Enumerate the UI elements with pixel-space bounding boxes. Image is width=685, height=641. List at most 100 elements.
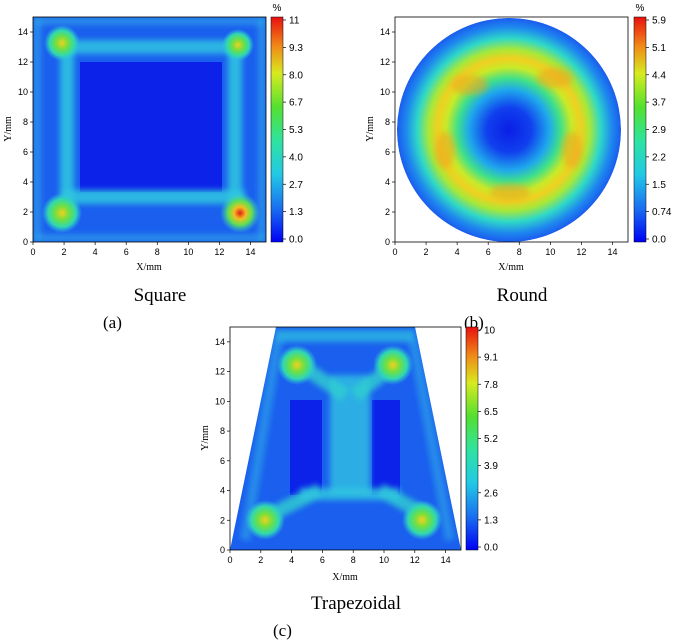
panel-b-xtick-label: 0 bbox=[392, 247, 397, 257]
panel-a-xtick-label: 0 bbox=[30, 247, 35, 257]
panel-b-colorbar bbox=[633, 16, 647, 243]
panel-a-colorbar-tick-label: 9.3 bbox=[289, 43, 303, 54]
panel-b-ytick-label: 2 bbox=[385, 207, 390, 217]
panel-b-ytick-label: 8 bbox=[385, 117, 390, 127]
panel-b-colorbar-tick-label: 3.7 bbox=[652, 98, 666, 109]
panel-a-colorbar-tick-label: 11 bbox=[289, 16, 300, 27]
panel-a-colorbar bbox=[270, 16, 284, 243]
panel-b-colorbar-tick-label: 4.4 bbox=[652, 70, 666, 81]
hotspot-top-right bbox=[222, 29, 254, 61]
hotspot-c-top-left bbox=[277, 345, 317, 385]
panel-c-caption: Trapezoidal bbox=[311, 593, 401, 614]
panel-c-xtick-label: 2 bbox=[258, 555, 263, 565]
panel-a-ytick-label: 14 bbox=[18, 27, 28, 37]
panel-c-ytick-label: 14 bbox=[215, 337, 225, 347]
panel-a-ytick-label: 10 bbox=[18, 87, 28, 97]
panel-b-colorbar-tick-label: 2.9 bbox=[652, 125, 666, 136]
panel-a-colorbar-tick-label: 6.7 bbox=[289, 98, 303, 109]
panel-c-xtick-label: 8 bbox=[351, 555, 356, 565]
panel-a-xtick-label: 6 bbox=[124, 247, 129, 257]
panel-c-colorbar-tick-label: 5.2 bbox=[484, 434, 498, 445]
panel-b-ytick-label: 4 bbox=[385, 177, 390, 187]
panel-c-colorbar-tick-label: 1.3 bbox=[484, 515, 498, 526]
panel-b-xtick-label: 8 bbox=[517, 247, 522, 257]
hotspot-c-bottom-left bbox=[245, 500, 285, 540]
panel-c-heatmap bbox=[230, 327, 461, 550]
panel-a-xtick-label: 4 bbox=[93, 247, 98, 257]
panel-a-xtick-label: 14 bbox=[245, 247, 255, 257]
panel-b-xtick-label: 2 bbox=[424, 247, 429, 257]
panel-a-colorbar-unit: % bbox=[273, 3, 282, 14]
panel-a-xtick-label: 10 bbox=[183, 247, 193, 257]
panel-a-caption: Square bbox=[134, 285, 187, 306]
panel-b-caption: Round bbox=[497, 285, 548, 306]
panel-c-xtick-label: 0 bbox=[227, 555, 232, 565]
panel-c-colorbar-tick-label: 2.6 bbox=[484, 488, 498, 499]
panel-b-xtick-label: 10 bbox=[545, 247, 555, 257]
panel-c-ytick-label: 2 bbox=[220, 515, 225, 525]
panel-b-heatmap bbox=[397, 18, 621, 242]
panel-b-xtick-label: 12 bbox=[576, 247, 586, 257]
panel-a-colorbar-tick-label: 1.3 bbox=[289, 207, 303, 218]
panel-b-xtick-label: 14 bbox=[607, 247, 617, 257]
panel-c-colorbar-tick-label: 3.9 bbox=[484, 461, 498, 472]
panel-a-ytick-label: 2 bbox=[23, 207, 28, 217]
panel-a-ytick-label: 4 bbox=[23, 177, 28, 187]
panel-c-ytick-label: 12 bbox=[215, 367, 225, 377]
hotspot-c-top-right bbox=[373, 345, 413, 385]
panel-b-xtick-label: 6 bbox=[486, 247, 491, 257]
hotspot-c-bottom-right bbox=[402, 500, 442, 540]
panel-a-colorbar-tick-label: 4.0 bbox=[289, 152, 303, 163]
panel-c-ytick-label: 4 bbox=[220, 486, 225, 496]
panel-b-colorbar-ticks: 5.9 5.1 4.4 3.7 2.9 2.2 1.5 0.74 0.0 bbox=[646, 16, 672, 246]
panel-b-ytick-label: 14 bbox=[380, 27, 390, 37]
panel-a-colorbar-tick-label: 5.3 bbox=[289, 125, 303, 136]
panel-b-colorbar-tick-label: 1.5 bbox=[652, 180, 666, 191]
panel-c-colorbar-tick-label: 7.8 bbox=[484, 380, 498, 391]
panel-c-colorbar-tick-label: 0.0 bbox=[484, 543, 498, 554]
panel-b-colorbar-tick-label: 5.9 bbox=[652, 16, 666, 27]
panel-c-ytick-label: 8 bbox=[220, 426, 225, 436]
panel-b-ytick-label: 0 bbox=[385, 237, 390, 247]
panel-a-colorbar-tick-label: 8.0 bbox=[289, 70, 303, 81]
hotspot-bottom-right bbox=[220, 193, 260, 233]
panel-a-axes: 0 2 4 6 8 10 12 14 0 2 4 6 8 10 12 14 bbox=[18, 27, 255, 257]
panel-c-ytick-label: 0 bbox=[220, 545, 225, 555]
panel-c-ytick-label: 10 bbox=[215, 396, 225, 406]
panel-c-colorbar bbox=[465, 326, 479, 551]
panel-c-ytick-label: 6 bbox=[220, 456, 225, 466]
panel-b-axes: 0 2 4 6 8 10 12 14 0 2 4 6 8 10 12 14 bbox=[380, 27, 617, 257]
panel-c-colorbar-tick-label: 9.1 bbox=[484, 353, 498, 364]
panel-b-colorbar-tick-label: 0.0 bbox=[652, 235, 666, 246]
panel-c: 0 2 4 6 8 10 12 14 0 2 4 6 8 10 12 14 X/mm Y/mm 10 9.1 7.… bbox=[200, 326, 498, 641]
panel-b-xlabel: X/mm bbox=[498, 262, 524, 273]
panel-b-colorbar-tick-label: 2.2 bbox=[652, 152, 666, 163]
panel-a-ytick-label: 8 bbox=[23, 117, 28, 127]
panel-c-ylabel: Y/mm bbox=[200, 425, 211, 451]
panel-a-xlabel: X/mm bbox=[136, 262, 162, 273]
panel-b-ytick-label: 10 bbox=[380, 87, 390, 97]
panel-c-xtick-label: 12 bbox=[410, 555, 420, 565]
hotspot-top-left bbox=[44, 25, 80, 61]
panel-a-xtick-label: 12 bbox=[214, 247, 224, 257]
panel-a-ytick-label: 12 bbox=[18, 57, 28, 67]
panel-b-colorbar-tick-label: 0.74 bbox=[652, 207, 672, 218]
panel-a-colorbar-ticks: 11 9.3 8.0 6.7 5.3 4.0 2.7 1.3 0.0 bbox=[283, 16, 303, 246]
panel-a-xtick-label: 8 bbox=[155, 247, 160, 257]
panel-b-ytick-label: 12 bbox=[380, 57, 390, 67]
panel-a-heatmap bbox=[33, 17, 266, 242]
panel-c-colorbar-tick-label: 10 bbox=[484, 326, 496, 337]
panel-b-xtick-label: 4 bbox=[455, 247, 460, 257]
panel-a: 0 2 4 6 8 10 12 14 0 2 4 6 8 10 12 14 X/mm Y/mm % 11 9.3… bbox=[3, 3, 303, 332]
panel-a-xtick-label: 2 bbox=[62, 247, 67, 257]
panel-a-ylabel: Y/mm bbox=[3, 116, 14, 142]
panel-a-ytick-label: 6 bbox=[23, 147, 28, 157]
panel-a-ytick-label: 0 bbox=[23, 237, 28, 247]
hotspot-bottom-left bbox=[42, 193, 82, 233]
panel-c-colorbar-ticks: 10 9.1 7.8 6.5 5.2 3.9 2.6 1.3 0.0 bbox=[478, 326, 498, 554]
panel-c-colorbar-tick-label: 6.5 bbox=[484, 407, 498, 418]
panel-a-colorbar-tick-label: 2.7 bbox=[289, 180, 303, 191]
panel-a-colorbar-tick-label: 0.0 bbox=[289, 235, 303, 246]
